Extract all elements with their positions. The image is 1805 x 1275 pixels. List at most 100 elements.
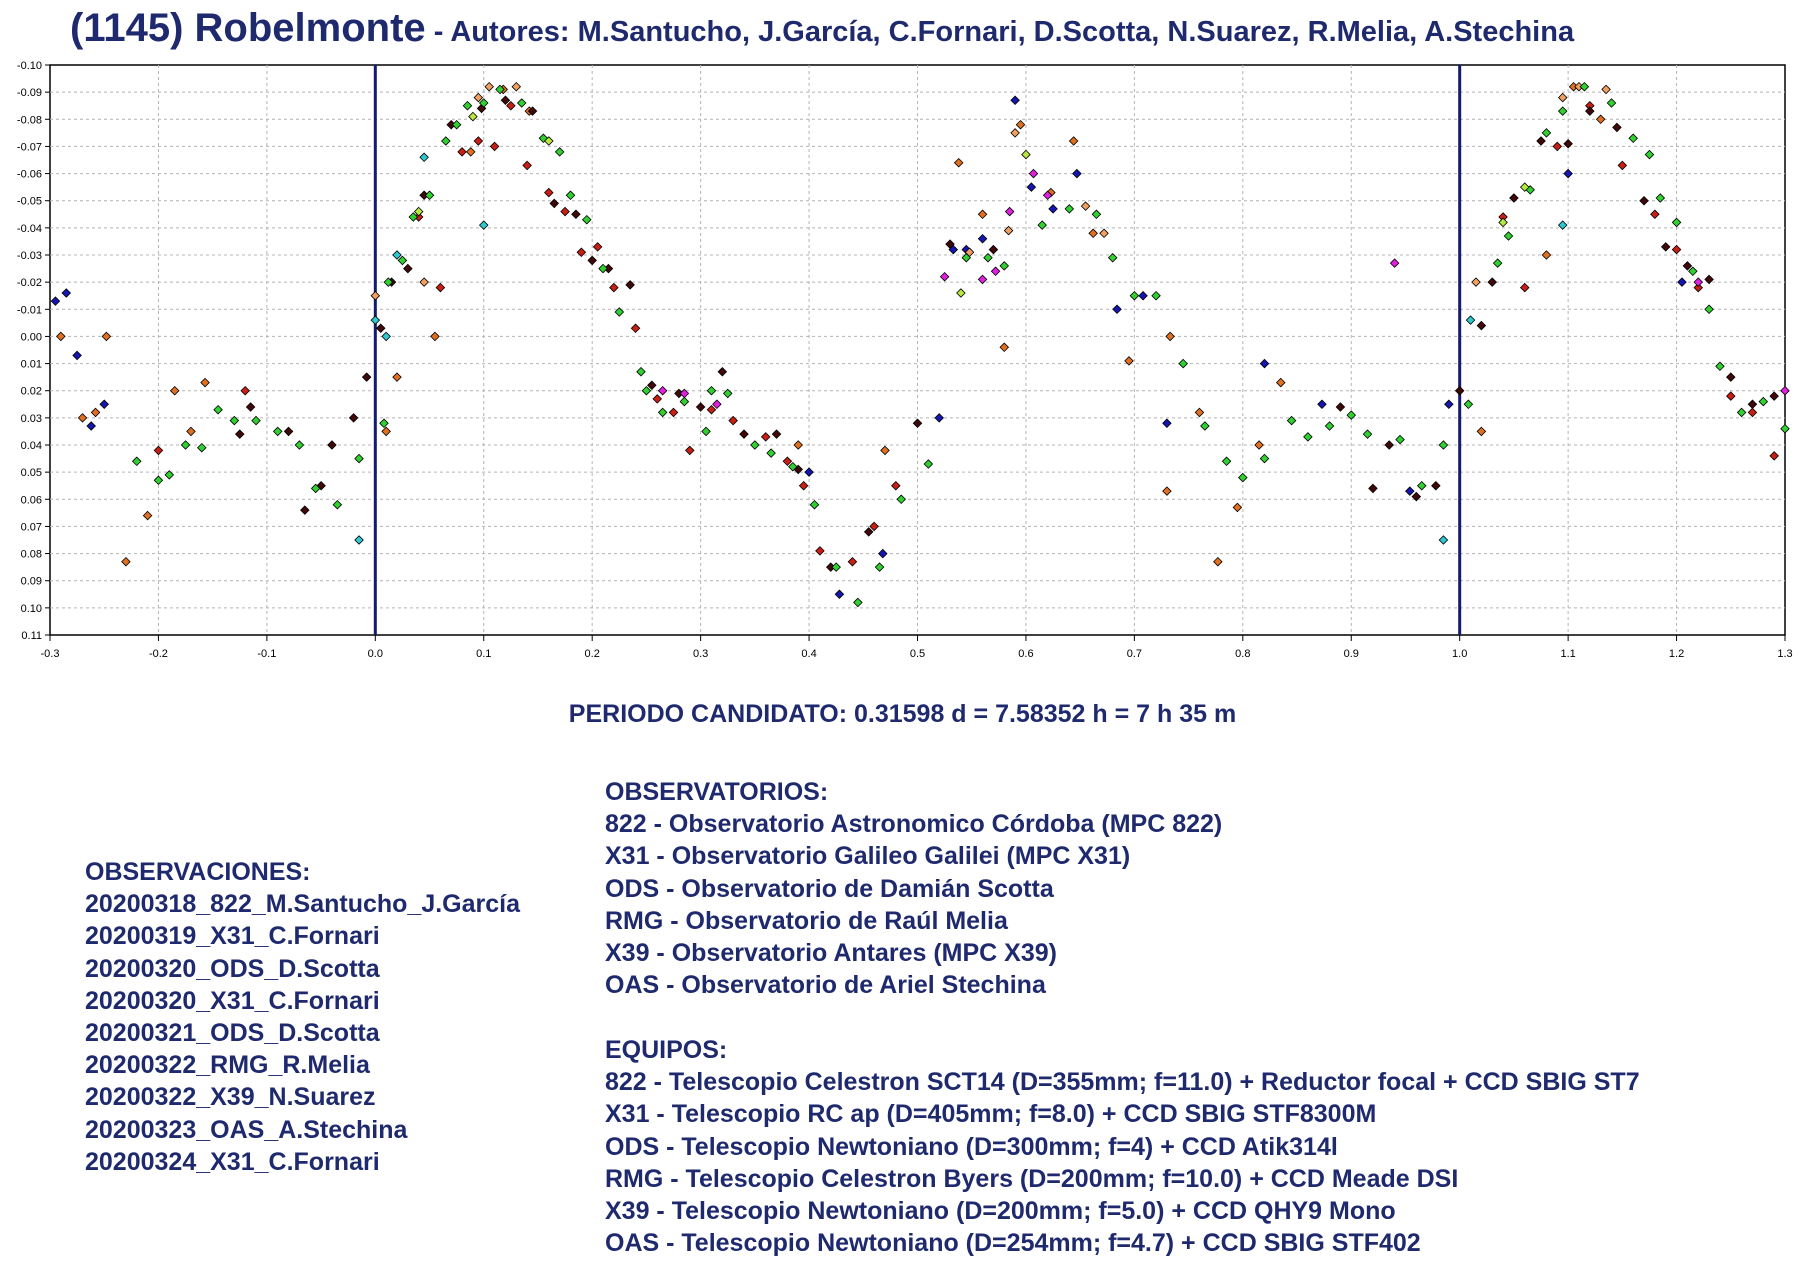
data-point (1471, 277, 1481, 287)
data-point (956, 288, 966, 298)
data-point (934, 413, 944, 423)
data-point (1715, 361, 1725, 372)
data-point (1503, 231, 1514, 241)
data-point (1362, 429, 1373, 439)
data-point (1072, 168, 1082, 179)
data-point (1519, 182, 1530, 192)
y-tick-label: -0.10 (17, 60, 42, 72)
data-point (1541, 128, 1552, 138)
data-point (560, 206, 570, 217)
data-point (939, 271, 950, 282)
chart-title: (1145) Robelmonte - Autores: M.Santucho,… (70, 6, 1574, 51)
observatory-item: X31 - Observatorio Galileo Galilei (MPC … (605, 842, 1131, 871)
data-point (706, 385, 717, 396)
data-point (1444, 399, 1454, 410)
data-point (1579, 81, 1590, 92)
data-point (197, 442, 207, 453)
data-point (522, 160, 532, 171)
y-tick-label: -0.02 (17, 277, 42, 289)
data-point (630, 323, 641, 334)
x-tick-label: -0.3 (41, 648, 60, 660)
data-point (1726, 391, 1736, 401)
data-point (1612, 122, 1622, 133)
data-point (722, 388, 733, 399)
data-point (953, 157, 964, 168)
data-point (473, 92, 484, 103)
data-point (294, 440, 305, 450)
equipment-heading: EQUIPOS: (605, 1036, 728, 1064)
y-tick-label: -0.08 (17, 114, 42, 126)
data-point (1048, 204, 1058, 214)
data-point (1162, 486, 1172, 496)
observatories-block: OBSERVATORIOS: 822 - Observatorio Astron… (605, 776, 1222, 1001)
equipment-item: 822 - Telescopio Celestron SCT14 (D=355m… (605, 1068, 1640, 1097)
data-point (706, 404, 717, 415)
data-point (1769, 391, 1779, 401)
data-point (1628, 133, 1638, 144)
data-point (576, 247, 587, 258)
data-point (245, 402, 256, 412)
data-point (234, 429, 245, 439)
data-point (1693, 277, 1704, 287)
data-point (834, 589, 845, 600)
data-point (771, 429, 782, 439)
data-point (1026, 182, 1037, 192)
y-tick-label: 0.05 (21, 467, 42, 479)
data-point (592, 242, 603, 252)
observatory-item: RMG - Observatorio de Raúl Melia (605, 906, 1008, 935)
observation-item: 20200320_X31_C.Fornari (85, 986, 380, 1015)
y-tick-label: -0.09 (17, 87, 42, 99)
data-point (180, 440, 191, 450)
equipment-block: EQUIPOS: 822 - Telescopio Celestron SCT1… (605, 1034, 1640, 1259)
observatory-item: ODS - Observatorio de Damián Scotta (605, 874, 1054, 903)
x-tick-label: 0.6 (1018, 648, 1033, 660)
data-point (891, 480, 901, 491)
data-point (354, 453, 364, 464)
data-point (999, 261, 1010, 271)
data-point (435, 282, 446, 293)
x-tick-labels: -0.3 -0.2 -0.1 0.0 0.1 0.2 0.3 0.4 0.5 0.6 0.7 0.8 0… (41, 648, 1793, 660)
data-point (977, 233, 988, 244)
data-point (1650, 209, 1660, 220)
x-tick-label: 0.9 (1344, 648, 1359, 660)
data-point (1368, 483, 1378, 494)
data-point (945, 239, 955, 249)
data-point (598, 263, 608, 274)
data-point (484, 81, 494, 92)
x-tick-label: 0.7 (1127, 648, 1142, 660)
data-point (1037, 220, 1047, 230)
data-point (636, 366, 646, 377)
x-tick-label: -0.1 (257, 648, 276, 660)
data-point (56, 331, 66, 342)
data-point (1194, 407, 1205, 418)
x-tick-label: 0.8 (1235, 648, 1250, 660)
data-point (712, 399, 722, 410)
data-point (465, 147, 476, 157)
data-point (419, 277, 429, 287)
data-point (1213, 556, 1223, 567)
observation-item: 20200324_X31_C.Fornari (85, 1147, 380, 1176)
data-point (549, 198, 560, 209)
data-point (1747, 399, 1758, 410)
data-point (1498, 217, 1508, 228)
x-tick-label: -0.2 (149, 648, 168, 660)
y-tick-label: -0.03 (17, 250, 42, 262)
data-point (1639, 195, 1649, 206)
data-point (1395, 434, 1405, 445)
data-point (77, 413, 88, 423)
data-point (495, 84, 505, 95)
data-point (923, 459, 934, 469)
data-point (408, 212, 419, 222)
data-point (1660, 242, 1671, 252)
data-point (571, 209, 581, 220)
data-point (361, 372, 372, 382)
data-point (1780, 423, 1790, 434)
y-tick-label: 0.03 (21, 413, 42, 425)
equipment-item: X31 - Telescopio RC ap (D=405mm; f=8.0) … (605, 1100, 1377, 1129)
data-point (1064, 204, 1075, 214)
data-point (1335, 402, 1346, 412)
data-point (798, 480, 809, 491)
data-point (695, 402, 706, 412)
data-point (392, 372, 402, 382)
data-point (1303, 432, 1313, 442)
